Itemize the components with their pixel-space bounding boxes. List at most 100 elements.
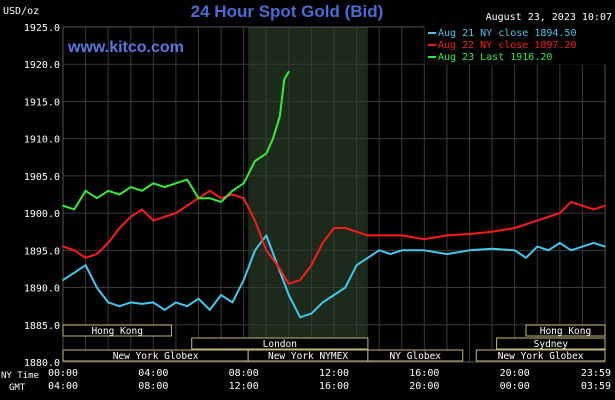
market-sessions: Hong Kong London New York Globex New York N… (62, 324, 606, 362)
series-point (96, 286, 98, 289)
legend-entry: Aug 22 NY close 1897.20 (438, 40, 576, 51)
series-point (321, 301, 324, 304)
series-point (242, 197, 245, 199)
legend-entry: Aug 21 NY close 1894.50 (438, 28, 576, 39)
series-point (130, 216, 132, 218)
x-tick-label-gmt: 12:00 (229, 381, 259, 392)
y-tick-label: 1885.0 (24, 321, 60, 332)
series-point (197, 197, 200, 199)
x-tick-label-ny: 16:00 (409, 368, 439, 379)
series-point (446, 234, 448, 237)
series-point (84, 264, 87, 267)
session-bar (191, 337, 369, 350)
session-label: NY Globex (390, 351, 442, 362)
y-tick-label: 1900.0 (24, 209, 60, 220)
series-point (288, 70, 290, 73)
x-tick-label-ny: 08:00 (229, 368, 259, 379)
series-point (333, 227, 335, 229)
series-point (186, 178, 188, 181)
series-point (283, 78, 286, 80)
series-point (570, 249, 572, 252)
series-point (152, 219, 155, 222)
series-point (378, 249, 381, 252)
series-point (141, 190, 143, 192)
series-point (107, 301, 109, 304)
series-point (141, 303, 143, 305)
y-tick-label: 1905.0 (24, 172, 60, 183)
session-bar (367, 349, 464, 362)
series-point (423, 249, 426, 252)
series-point (107, 242, 109, 244)
series-point (118, 193, 121, 196)
series-point (367, 257, 369, 259)
series-point (152, 182, 155, 185)
series-point (547, 249, 550, 252)
series-point (231, 301, 234, 304)
series-point (401, 249, 403, 252)
series-point (299, 316, 301, 319)
y-tick-label: 1890.0 (24, 284, 60, 295)
y-tick-label: 1920.0 (24, 60, 60, 71)
series-point (401, 234, 403, 237)
series-point (163, 309, 166, 311)
x-tick-label-gmt: 20:00 (409, 381, 439, 392)
nymex-session-shade (248, 27, 368, 362)
session-label: New York Globex (113, 351, 199, 362)
series-point (265, 234, 268, 237)
series-point (84, 190, 87, 192)
series-point (423, 238, 426, 240)
session-label: Hong Kong (91, 326, 142, 337)
series-point (389, 253, 392, 255)
series-point (265, 152, 268, 155)
y-tick-label: 1915.0 (24, 97, 60, 108)
watermark: www.kitco.com (67, 39, 184, 56)
series-point (96, 253, 98, 255)
series-point (254, 219, 256, 222)
series-point (378, 234, 381, 237)
series-point (220, 201, 222, 203)
series-point (536, 219, 539, 222)
y-tick-label: 1925.0 (24, 23, 60, 34)
series-point (547, 216, 550, 218)
session-bar (525, 324, 606, 337)
series-point (130, 186, 132, 188)
gmt-label: GMT (9, 383, 26, 393)
unit-label: USD/oz (3, 6, 39, 17)
series-point (118, 227, 121, 229)
plot-area-border (62, 26, 606, 363)
series-point (163, 216, 166, 218)
x-tick-label-ny: 00:00 (48, 368, 78, 379)
series-point (118, 305, 121, 308)
series-point (491, 230, 493, 233)
x-tick-label-gmt: 00:00 (500, 381, 530, 392)
series-point (242, 279, 245, 281)
series-point (107, 190, 109, 192)
series-point (299, 279, 301, 281)
series-point (141, 208, 143, 211)
series-point (231, 190, 234, 192)
series-point (209, 190, 211, 192)
series-point (279, 115, 281, 118)
series-point (163, 186, 166, 188)
session-bar (62, 324, 172, 337)
series-point (525, 257, 527, 259)
x-axis-ticks: 00:00 04:00 04:00 08:00 08:00 12:00 12:00 16:00… (48, 368, 611, 392)
series-point (288, 283, 290, 285)
x-tick-label-gmt: 08:00 (138, 381, 168, 392)
series-point (310, 312, 313, 315)
series-point (333, 294, 335, 296)
series-point (468, 249, 471, 252)
series-point (559, 212, 561, 214)
series-line-1 (62, 234, 606, 319)
session-label: London (263, 339, 297, 350)
series-point (186, 204, 188, 207)
series-point (265, 249, 268, 252)
session-label: New York Globex (498, 351, 584, 362)
series-point (604, 204, 606, 207)
series-point (186, 305, 188, 308)
series-point (468, 233, 471, 235)
series-point (276, 264, 279, 267)
series-lines (62, 70, 606, 319)
series-point (73, 208, 76, 211)
series-point (175, 301, 177, 304)
